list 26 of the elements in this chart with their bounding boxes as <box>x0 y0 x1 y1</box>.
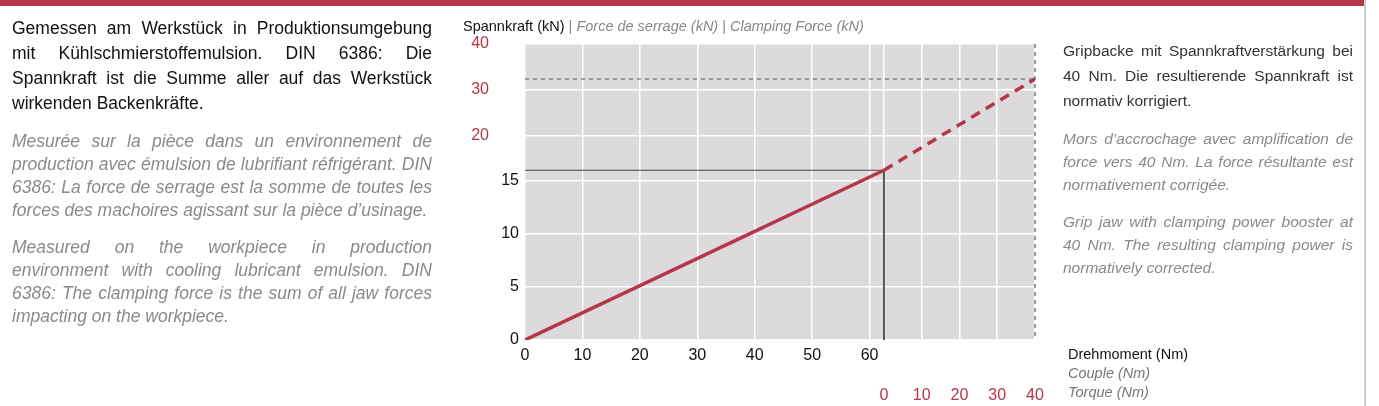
y2-tick-label: 40 <box>471 34 490 52</box>
x2-tick-label: 20 <box>950 386 969 404</box>
y2-tick-label: 30 <box>471 80 490 98</box>
text: Mors d’accrochage avec amplification de force vers 40 Nm. La force résultante est normativement corrigée. <box>1063 129 1353 195</box>
x-tick-label: 30 <box>688 346 707 364</box>
text: Gripbacke mit Spannkraftverstärkung bei 40 Nm. Die resultierende Spannkraft ist normativ korrigiert. <box>1063 41 1353 111</box>
y-tick-label: 15 <box>501 171 520 189</box>
y-axis-title: Spannkraft (kN) | Force de serrage (kN) | Clamping Force (kN) <box>463 18 864 34</box>
text: Mesurée sur la pièce dans un environnement de production avec émulsion de lubrifiant réfrigérant. DIN 6386: La force de serrage est la somme de toutes les forces des machoires agissant sur la pièce d’usinage. <box>12 130 432 222</box>
x-tick-label: 60 <box>860 346 879 364</box>
x-tick-label: 10 <box>573 346 592 364</box>
x-axis-title: Drehmoment (Nm) Couple (Nm) Torque (Nm) <box>1068 345 1189 402</box>
x-tick-label: 20 <box>630 346 649 364</box>
x2-tick-label: 10 <box>912 386 931 404</box>
text: Measured on the workpiece in production environment with cooling lubricant emulsion. DIN 6386: The clamping force is the sum of all jaw forces impacting on the workpiece. <box>12 236 432 328</box>
y-tick-label: 5 <box>510 277 520 295</box>
x-tick-label: 50 <box>803 346 822 364</box>
y2-tick-label: 20 <box>471 126 490 144</box>
y-tick-label: 0 <box>510 330 520 348</box>
y-tick-label: 10 <box>501 224 520 242</box>
text: Gemessen am Werkstück in Produktionsumgebung mit Kühlschmierstoffemulsion. DIN 6386: Die Spannkraft ist die Summe aller auf das Werkstück wirkenden Backenkräfte. <box>12 17 432 115</box>
text: Grip jaw with clamping power booster at 40 Nm. The resulting clamping power is normatively corrected. <box>1063 212 1353 278</box>
x-tick-label: 40 <box>745 346 764 364</box>
x2-tick-label: 40 <box>1026 386 1044 404</box>
x2-tick-label: 30 <box>988 386 1007 404</box>
x2-tick-label: 0 <box>879 386 889 404</box>
